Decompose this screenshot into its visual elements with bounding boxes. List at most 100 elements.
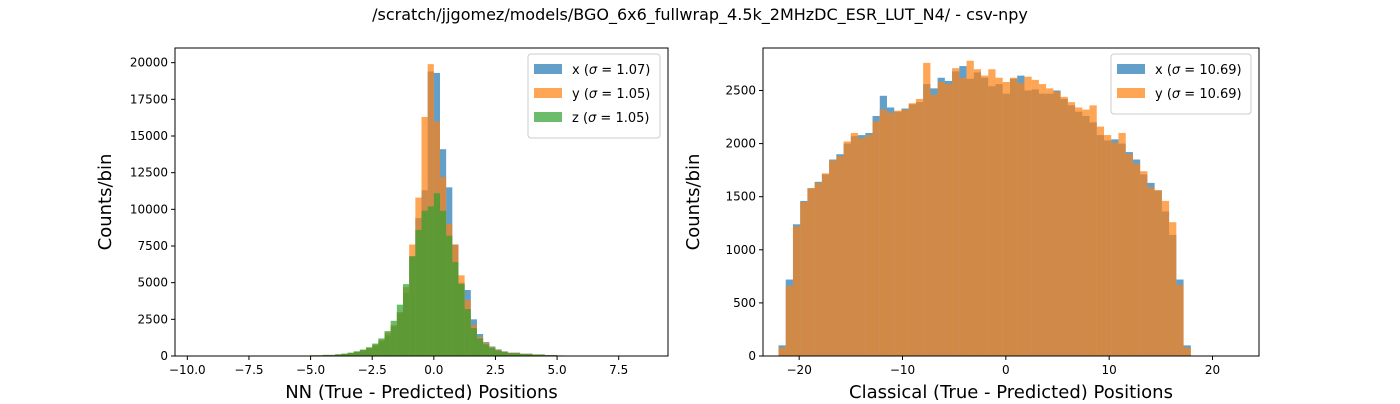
legend-label: x (σ = 1.07) (572, 63, 650, 78)
x-tick-label: −10.0 (169, 363, 206, 377)
histogram-bar (1140, 171, 1147, 356)
histogram-bar (372, 344, 378, 356)
x-tick-label: −2.5 (358, 363, 387, 377)
histogram-bar (428, 206, 434, 356)
histogram-bar (1046, 88, 1053, 356)
histogram-bar (865, 135, 872, 356)
histogram-bar (1169, 222, 1176, 356)
histogram-bar (981, 76, 988, 356)
histogram-bar (489, 348, 495, 356)
histogram-bar (366, 347, 372, 356)
histogram-bar (458, 284, 464, 356)
histogram-bar (391, 321, 397, 356)
histogram-bar (909, 103, 916, 356)
legend-label: x (σ = 10.69) (1155, 63, 1242, 78)
histogram-bar (483, 344, 489, 356)
histogram-bar (465, 309, 471, 356)
histogram-bar (923, 63, 930, 356)
histogram-bar (415, 230, 421, 356)
histogram-bar (1039, 84, 1046, 356)
histogram-bar (1126, 154, 1133, 356)
legend-swatch (534, 112, 562, 122)
histogram-bar (901, 110, 908, 356)
histogram-bar (930, 95, 937, 356)
histogram-bar (354, 351, 360, 356)
x-tick-label: −10 (890, 363, 915, 377)
y-tick-label: 0 (160, 349, 168, 363)
legend-label: z (σ = 1.05) (572, 111, 649, 126)
histogram-bar (1155, 190, 1162, 356)
histogram-bar (1068, 102, 1075, 356)
histogram-bar (793, 226, 800, 356)
x-axis-label: Classical (True - Predicted) Positions (849, 382, 1173, 400)
histogram-bar (967, 61, 974, 356)
y-axis-label: Counts/bin (95, 154, 116, 251)
histogram-bar (1090, 105, 1097, 356)
histogram-bar (887, 113, 894, 356)
histogram-bar (786, 286, 793, 356)
y-tick-label: 2500 (137, 312, 168, 326)
y-tick-label: 17500 (130, 92, 168, 106)
histogram-bar (1082, 110, 1089, 356)
histogram-bar (836, 156, 843, 356)
histogram-bar (1111, 143, 1118, 356)
histogram-bar (1053, 92, 1060, 356)
histogram-bar (822, 173, 829, 356)
y-tick-label: 2000 (725, 137, 756, 151)
histogram-bar (1032, 80, 1039, 356)
histogram-bar (873, 121, 880, 356)
x-tick-label: 20 (1205, 363, 1220, 377)
y-tick-label: 20000 (130, 56, 168, 70)
histogram-bar (1133, 164, 1140, 356)
y-tick-label: 15000 (130, 129, 168, 143)
y-tick-label: 500 (733, 296, 756, 310)
histogram-bar (360, 350, 366, 356)
histogram-bar (1003, 82, 1010, 356)
histogram-bar (1162, 201, 1169, 356)
y-tick-label: 5000 (137, 276, 168, 290)
histogram-bar (471, 328, 477, 356)
histogram-bar (1010, 78, 1017, 356)
legend-label: y (σ = 10.69) (1155, 87, 1242, 102)
histogram-bar (880, 110, 887, 356)
figure-suptitle: /scratch/jjgomez/models/BGO_6x6_fullwrap… (0, 5, 1400, 24)
histogram-bar (945, 84, 952, 356)
legend-swatch (1117, 64, 1145, 74)
legend: x (σ = 10.69) y (σ = 10.69) (1111, 54, 1251, 114)
legend: x (σ = 1.07) y (σ = 1.05) z (σ = 1.05) (528, 54, 660, 138)
histogram-bar (1147, 187, 1154, 356)
x-tick-label: −20 (787, 363, 812, 377)
histogram-bar (348, 353, 354, 356)
histogram-bar (1024, 77, 1031, 356)
histogram-bar (1104, 135, 1111, 356)
legend-swatch (534, 88, 562, 98)
histogram-bar (858, 138, 865, 356)
y-tick-label: 10000 (130, 202, 168, 216)
histogram-bar (1075, 107, 1082, 356)
histogram-bar (894, 111, 901, 356)
legend-swatch (1117, 88, 1145, 98)
x-tick-label: −7.5 (234, 363, 263, 377)
y-axis-label: Counts/bin (683, 154, 704, 251)
histogram-bar (1184, 348, 1191, 356)
histogram-bar (378, 338, 384, 356)
x-axis-label: NN (True - Predicted) Positions (285, 382, 558, 400)
histogram-bar (829, 161, 836, 356)
legend-label: y (σ = 1.05) (572, 87, 650, 102)
histogram-bar (916, 99, 923, 356)
x-tick-label: −5.0 (296, 363, 325, 377)
y-tick-label: 2500 (725, 83, 756, 97)
histogram-bar (779, 348, 786, 356)
histogram-bar (851, 133, 858, 356)
x-tick-label: 10 (1102, 363, 1117, 377)
histogram-bar (1061, 97, 1068, 356)
histogram-bar (1017, 83, 1024, 356)
histogram-bar (440, 211, 446, 356)
x-tick-label: 0 (1002, 363, 1010, 377)
histogram-bar (952, 68, 959, 356)
y-tick-label: 7500 (137, 239, 168, 253)
